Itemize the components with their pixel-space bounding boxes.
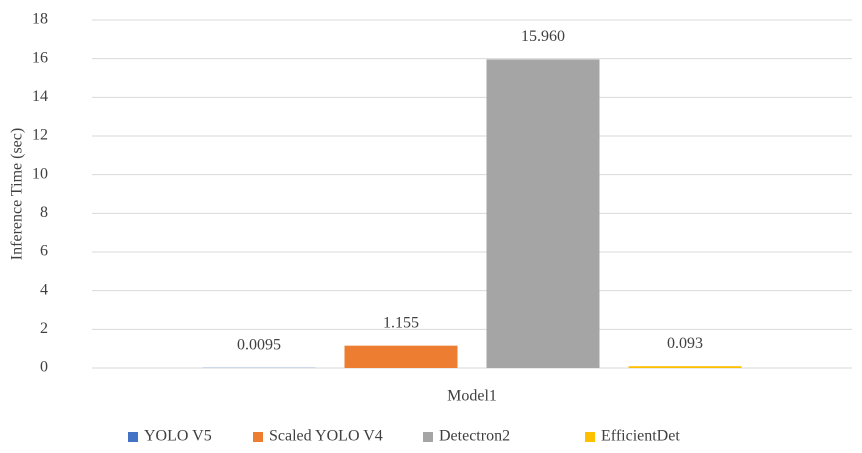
y-tick-label: 2 bbox=[40, 320, 48, 337]
legend-swatch bbox=[423, 432, 433, 442]
value-label: 1.155 bbox=[383, 314, 419, 331]
legend-swatch bbox=[253, 432, 263, 442]
x-tick-label: Model1 bbox=[447, 388, 497, 405]
y-tick-label: 10 bbox=[32, 165, 48, 182]
legend-label: EfficientDet bbox=[601, 428, 680, 445]
legend-label: Scaled YOLO V4 bbox=[269, 428, 383, 445]
legend-label: YOLO V5 bbox=[144, 428, 212, 445]
y-axis-label: Inference Time (sec) bbox=[9, 128, 26, 260]
y-tick-label: 18 bbox=[32, 11, 48, 28]
legend-swatch bbox=[128, 432, 138, 442]
y-tick-label: 8 bbox=[40, 204, 48, 221]
y-tick-label: 16 bbox=[32, 49, 48, 66]
value-label: 15.960 bbox=[521, 28, 565, 45]
legend-label: Detectron2 bbox=[439, 428, 510, 445]
value-label: 0.093 bbox=[667, 335, 703, 352]
y-tick-label: 14 bbox=[32, 88, 48, 105]
bar bbox=[486, 59, 600, 368]
y-tick-label: 0 bbox=[40, 359, 48, 376]
y-tick-label: 6 bbox=[40, 243, 48, 260]
bar bbox=[628, 366, 742, 368]
legend-swatch bbox=[585, 432, 595, 442]
bar bbox=[344, 345, 458, 368]
y-tick-label: 12 bbox=[32, 127, 48, 144]
value-label: 0.0095 bbox=[237, 336, 281, 353]
y-tick-label: 4 bbox=[40, 281, 48, 298]
